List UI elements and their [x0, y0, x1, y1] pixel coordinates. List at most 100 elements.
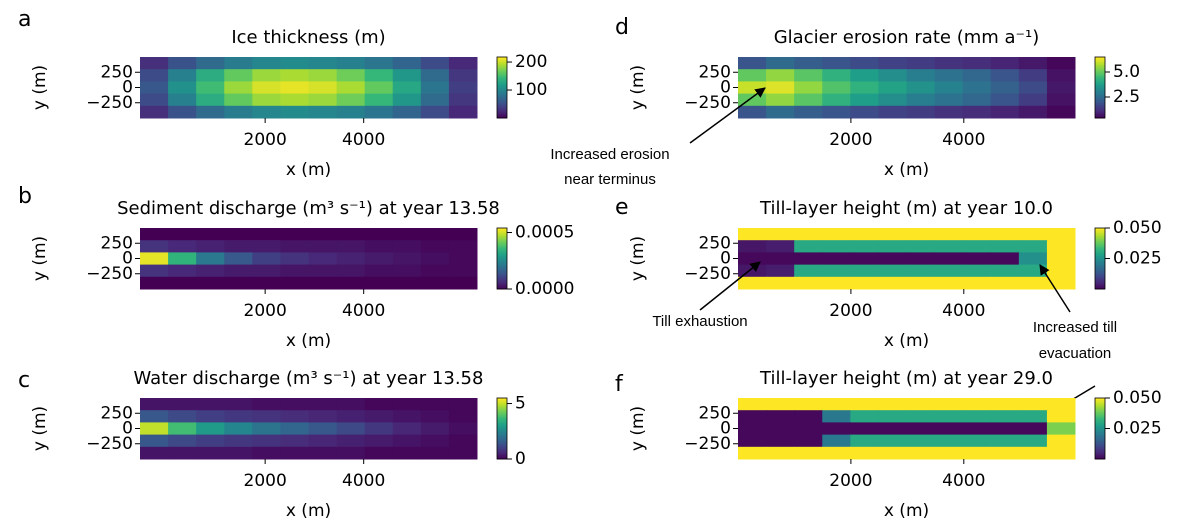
colorbar-step: [1095, 252, 1105, 255]
colorbar-step: [497, 240, 507, 243]
heat-cell: [738, 69, 767, 82]
colorbar-step: [497, 439, 507, 442]
heat-cell: [850, 410, 879, 423]
colorbar-step: [497, 255, 507, 258]
colorbar-step: [497, 60, 507, 63]
heat-cell: [448, 422, 478, 436]
colorbar-step: [497, 433, 507, 436]
heat-cell: [420, 57, 450, 70]
heat-cell: [1018, 410, 1048, 423]
heat-cell: [308, 434, 338, 448]
heat-cell: [1018, 422, 1048, 436]
y-tick-label: −250: [86, 93, 133, 113]
heat-cell: [336, 410, 366, 423]
panel-label: a: [18, 7, 31, 32]
colorbar-step: [1095, 241, 1105, 244]
colorbar-step: [1095, 279, 1105, 282]
heat-cell: [196, 398, 225, 411]
heat-cell: [448, 228, 478, 241]
heat-cell: [224, 276, 253, 290]
heat-cell: [392, 240, 422, 253]
heat-cell: [850, 81, 879, 95]
heat-cell: [448, 93, 478, 107]
colorbar-step: [1095, 260, 1105, 263]
heat-cell: [420, 228, 450, 241]
heat-cell: [168, 240, 197, 253]
heat-cell: [794, 434, 823, 448]
panel-label: f: [615, 372, 624, 397]
heat-cell: [420, 276, 450, 290]
colorbar-step: [1095, 282, 1105, 285]
heat-cell: [252, 81, 281, 95]
heat-cell: [766, 69, 795, 82]
colorbar-step: [1095, 228, 1105, 231]
colorbar-step: [1095, 449, 1105, 452]
heat-cell: [224, 434, 253, 448]
heat-cell: [990, 398, 1020, 411]
heat-cell: [196, 252, 225, 266]
colorbar-step: [497, 267, 507, 270]
colorbar-step: [1095, 419, 1105, 422]
colorbar-step: [497, 417, 507, 420]
heat-cell: [224, 398, 253, 411]
heat-cell: [990, 422, 1020, 436]
heat-cell: [990, 446, 1020, 460]
colorbar-tick-label: 0.025: [1113, 249, 1162, 269]
heat-cell: [392, 252, 422, 266]
colorbar-step: [1095, 401, 1105, 404]
heat-cell: [1018, 105, 1048, 119]
panel-title: Water discharge (m³ s⁻¹) at year 13.58: [134, 368, 484, 389]
heat-cell: [850, 434, 879, 448]
heat-cell: [934, 252, 964, 266]
colorbar-tick-label: 0: [515, 449, 526, 469]
y-tick-label: −250: [684, 93, 731, 113]
heat-cell: [196, 264, 225, 278]
colorbar-step: [1095, 235, 1105, 238]
heat-cell: [1018, 446, 1048, 460]
colorbar-step: [1095, 437, 1105, 440]
colorbar-tick-label: 0.0005: [515, 223, 574, 243]
heat-cell: [280, 398, 309, 411]
heat-cell: [392, 398, 422, 411]
heat-cell: [308, 264, 338, 278]
heat-cell: [1046, 93, 1076, 107]
x-tick-label: 4000: [942, 301, 985, 321]
colorbar-step: [1095, 114, 1105, 117]
colorbar-step: [497, 420, 507, 423]
colorbar-step: [1095, 452, 1105, 455]
y-axis-label: y (m): [628, 65, 648, 110]
colorbar-step: [497, 278, 507, 281]
colorbar-step: [1095, 238, 1105, 241]
heat-cell: [252, 228, 281, 241]
panel-label: d: [615, 15, 629, 40]
colorbar-step: [1095, 426, 1105, 429]
heat-cell: [196, 446, 225, 460]
colorbar-step: [1095, 98, 1105, 101]
annotation: Till exhaustion: [652, 313, 747, 330]
heat-cell: [336, 276, 366, 290]
annotation: Increased till: [1033, 319, 1117, 336]
panel-title: Till-layer height (m) at year 10.0: [759, 198, 1053, 219]
colorbar-step: [1095, 250, 1105, 253]
heat-cell: [364, 264, 394, 278]
heat-cell: [822, 422, 851, 436]
colorbar-step: [497, 246, 507, 249]
colorbar-step: [1095, 108, 1105, 111]
colorbar-step: [1095, 405, 1105, 408]
colorbar-step: [497, 89, 507, 92]
heat-cell: [280, 276, 309, 290]
heat-cell: [906, 276, 936, 290]
colorbar-tick-label: 0.050: [1113, 218, 1162, 238]
colorbar-step: [497, 279, 507, 282]
heat-cell: [822, 57, 851, 70]
heat-cell: [420, 410, 450, 423]
colorbar-step: [497, 399, 507, 402]
heat-cell: [308, 105, 338, 119]
heat-cell: [140, 81, 169, 95]
heat-cell: [392, 105, 422, 119]
heat-cell: [1046, 105, 1076, 119]
heat-cell: [822, 105, 851, 119]
colorbar-step: [1095, 443, 1105, 446]
heat-cell: [906, 228, 936, 241]
colorbar-step: [1095, 451, 1105, 454]
